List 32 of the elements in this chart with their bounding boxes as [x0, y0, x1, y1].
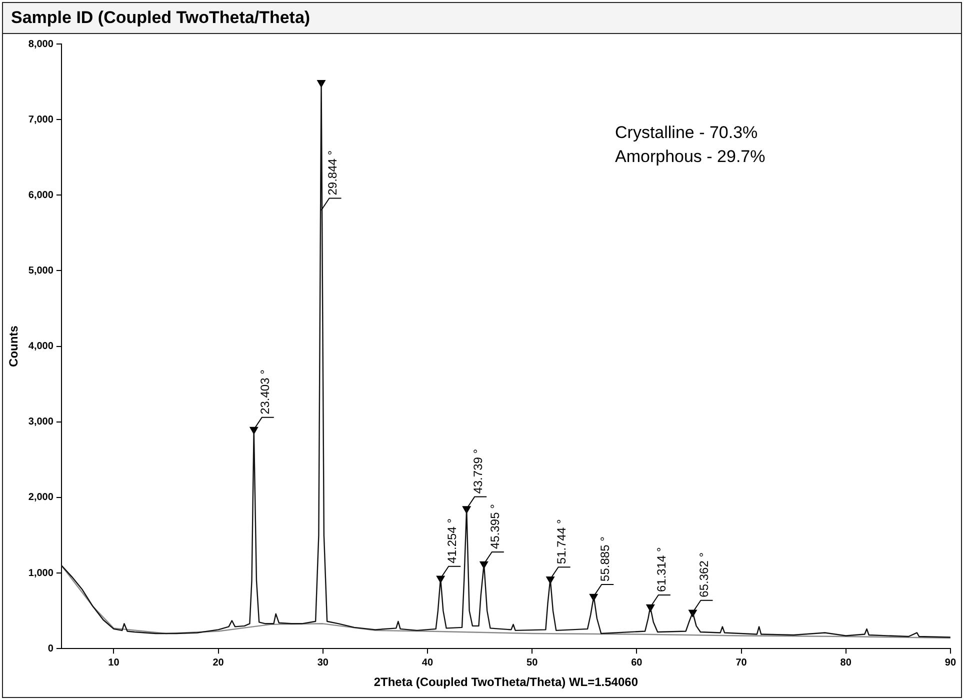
x-axis-title: 2Theta (Coupled TwoTheta/Theta) WL=1.54060: [374, 675, 638, 690]
x-tick-label: 90: [944, 657, 956, 668]
chart-title: Sample ID (Coupled TwoTheta/Theta): [3, 3, 961, 34]
annotation: 51.744 °: [554, 519, 569, 564]
x-tick-label: 10: [108, 657, 120, 668]
x-tick-label: 60: [631, 657, 643, 668]
annotation: Crystalline - 70.3%: [615, 122, 759, 144]
y-tick-label: 6,000: [28, 190, 54, 201]
x-tick-label: 20: [212, 657, 224, 668]
x-tick-label: 80: [840, 657, 852, 668]
annotation: 29.844 °: [326, 150, 340, 196]
y-tick-label: 0: [48, 643, 54, 654]
annotation: 55.885 °: [598, 536, 612, 582]
x-tick-label: 40: [422, 657, 434, 668]
annotation: 45.395 °: [488, 504, 502, 549]
y-tick-label: 5,000: [28, 265, 54, 276]
y-tick-label: 4,000: [28, 341, 54, 352]
annotation: 61.314 °: [654, 546, 669, 592]
y-tick-label: 7,000: [28, 114, 54, 126]
annotation: 41.254 °: [444, 518, 459, 564]
y-axis-title: Counts: [6, 325, 21, 367]
y-tick-label: 1,000: [28, 568, 54, 579]
x-tick-label: 50: [526, 657, 538, 668]
annotation: Amorphous - 29.7%: [615, 146, 766, 168]
y-tick-label: 3,000: [28, 416, 54, 428]
annotation: 65.362 °: [697, 552, 712, 598]
annotation: 23.403 °: [258, 369, 272, 414]
x-tick-label: 70: [736, 657, 748, 668]
x-tick-label: 30: [317, 657, 329, 668]
y-tick-label: 2,000: [28, 492, 54, 504]
y-tick-label: 8,000: [28, 38, 54, 50]
annotation: 43.739 °: [470, 448, 485, 494]
